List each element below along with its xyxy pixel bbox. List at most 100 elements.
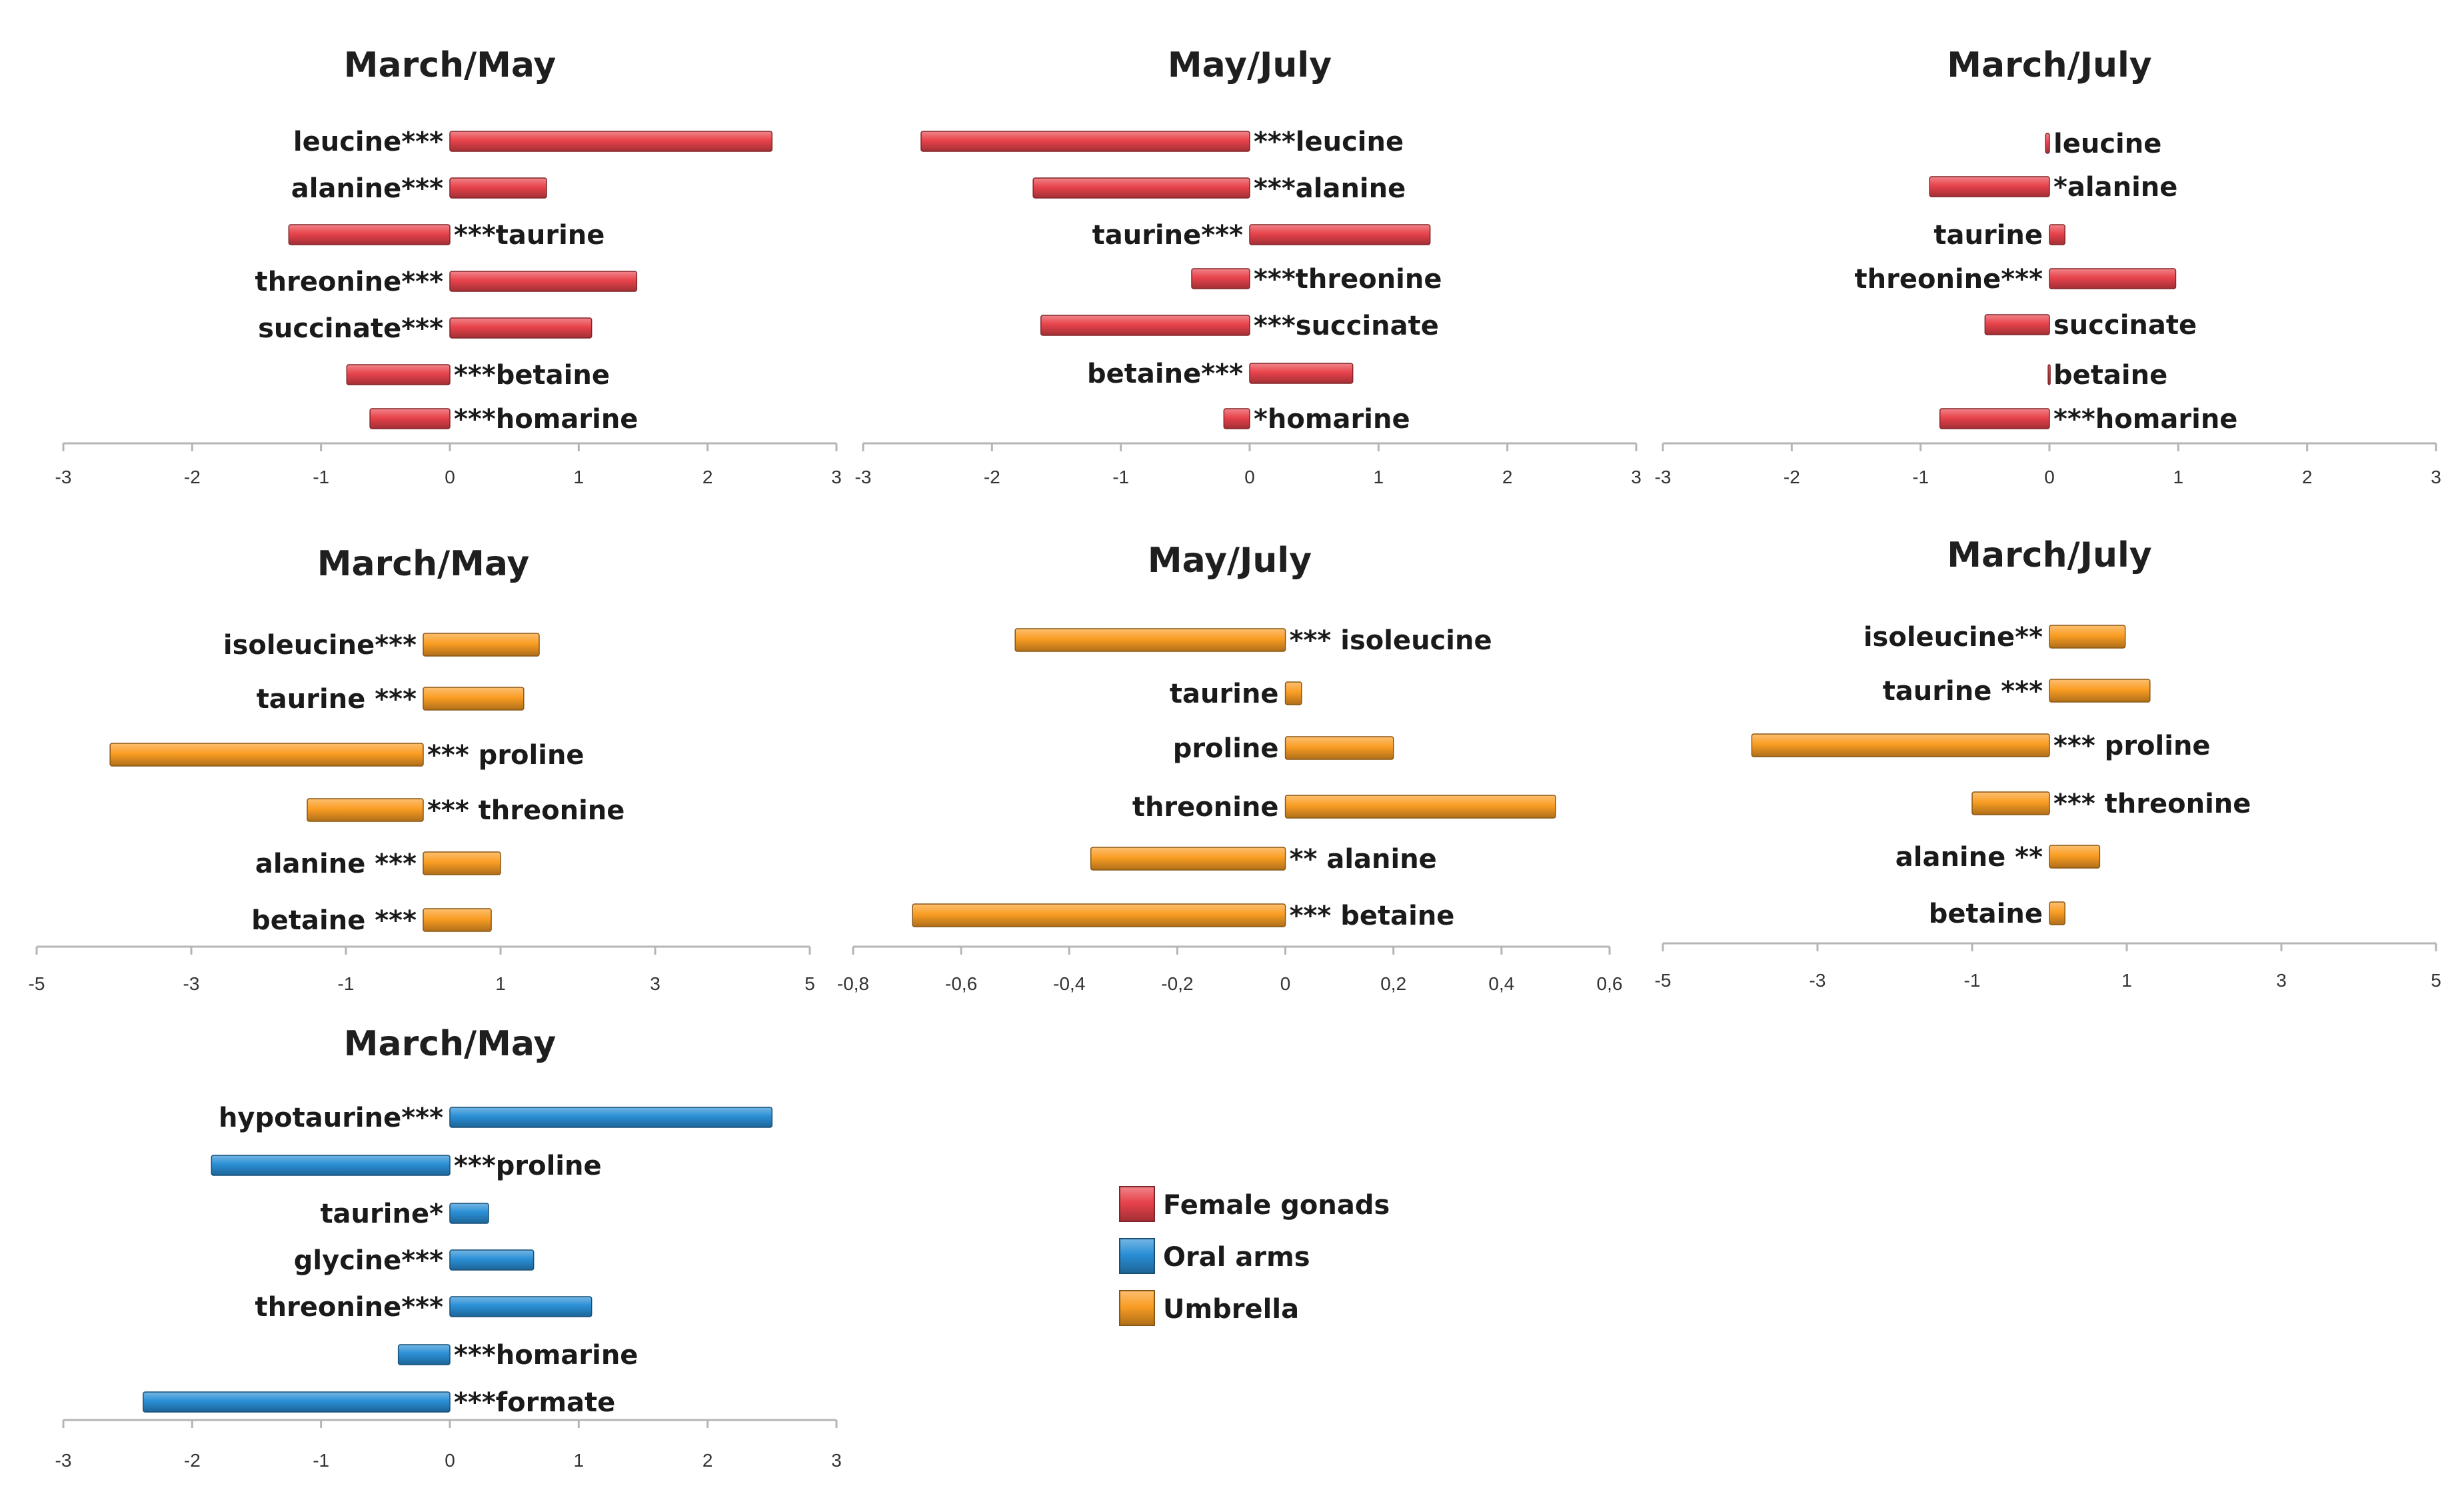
x-tick-label: -2 xyxy=(184,467,201,487)
bar-betaine xyxy=(2047,364,2051,385)
legend-label: Oral arms xyxy=(1163,1242,1310,1273)
x-tick-label: 2 xyxy=(702,467,713,487)
bar-alanine xyxy=(1929,176,2050,197)
x-tick-label: 3 xyxy=(2431,467,2441,487)
category-label: threonine xyxy=(1132,792,1279,823)
category-label: succinate xyxy=(2053,310,2197,341)
chart-title: May/July xyxy=(1148,541,1312,581)
bar-threonine xyxy=(2049,268,2177,289)
category-label: ** alanine xyxy=(1290,844,1437,875)
category-label: betaine xyxy=(2053,360,2167,391)
x-tick-label: 2 xyxy=(702,1450,713,1471)
x-tick-label: 5 xyxy=(804,973,815,994)
category-label: isoleucine*** xyxy=(223,630,417,661)
category-label: betaine*** xyxy=(1087,359,1243,389)
category-label: ***betaine xyxy=(454,360,610,391)
x-tick-label: 2 xyxy=(1502,467,1513,487)
category-label: isoleucine** xyxy=(1863,622,2043,653)
x-tick-label: -1 xyxy=(313,467,329,487)
x-tick-label: 0,4 xyxy=(1488,973,1514,994)
chart-title: March/July xyxy=(1947,45,2151,85)
category-label: ***taurine xyxy=(454,220,605,251)
bar-isoleucine xyxy=(1014,628,1286,652)
x-tick-label: -5 xyxy=(29,973,45,994)
bar-betaine xyxy=(912,903,1286,927)
x-tick-label: 0 xyxy=(445,1450,455,1471)
chart-title: March/May xyxy=(344,45,556,85)
bar-alanine xyxy=(1090,847,1286,871)
bar-glycine xyxy=(449,1249,535,1271)
x-tick-label: -1 xyxy=(1964,970,1981,991)
legend-label: Female gonads xyxy=(1163,1190,1390,1221)
bar-threonine xyxy=(1191,268,1250,289)
chart-title: March/May xyxy=(317,544,529,584)
x-tick-label: -1 xyxy=(313,1450,329,1471)
category-label: betaine xyxy=(1929,899,2043,929)
legend-swatch xyxy=(1119,1186,1155,1222)
category-label: ***formate xyxy=(454,1387,615,1418)
category-label: threonine*** xyxy=(255,267,444,297)
bar-homarine xyxy=(1223,408,1250,429)
bar-isoleucine xyxy=(423,633,540,657)
chart-panel-6: March/July -5 -3 -1 1 3 5 isoleucine** taurine *… xyxy=(1655,535,2441,991)
chart-panel-3: March/July -3 -2 -1 0 1 2 3 leucine *alanine tauri… xyxy=(1655,45,2441,487)
chart-panel-4: March/May -5 -3 -1 1 3 5 isoleucine*** taurine *… xyxy=(29,544,815,994)
x-tick-label: 0 xyxy=(1280,973,1291,994)
chart-title: March/July xyxy=(1947,535,2151,575)
x-tick-label: -3 xyxy=(55,467,72,487)
x-tick-label: -3 xyxy=(1810,970,1826,991)
category-label: ***leucine xyxy=(1254,127,1404,157)
chart-title: May/July xyxy=(1168,45,1332,85)
x-tick-label: 0,6 xyxy=(1597,973,1623,994)
category-label: taurine xyxy=(1933,220,2043,251)
bar-formate xyxy=(143,1391,451,1413)
x-tick-label: -5 xyxy=(1655,970,1672,991)
bar-threonine xyxy=(449,271,638,292)
bar-alanine xyxy=(1032,177,1250,199)
category-label: ***threonine xyxy=(1254,264,1442,295)
x-tick-label: 0,2 xyxy=(1380,973,1406,994)
category-label: taurine *** xyxy=(257,684,417,715)
x-tick-label: 0 xyxy=(445,467,455,487)
bar-succinate xyxy=(1040,315,1250,336)
category-label: *** betaine xyxy=(1290,901,1455,931)
chart-title: March/May xyxy=(344,1024,556,1064)
category-label: leucine*** xyxy=(293,127,443,157)
bar-alanine xyxy=(423,851,501,875)
bar-hypotaurine xyxy=(449,1107,773,1128)
x-tick-label: 3 xyxy=(2276,970,2287,991)
bar-leucine xyxy=(449,131,773,152)
bar-succinate xyxy=(449,317,593,339)
chart-panel-2: May/July -3 -2 -1 0 1 2 3 ***leucine ***alanine ta… xyxy=(855,45,1642,487)
bar-taurine xyxy=(1284,681,1302,705)
bar-leucine xyxy=(920,131,1250,152)
category-label: proline xyxy=(1173,733,1279,764)
x-tick-label: -3 xyxy=(1655,467,1672,487)
category-label: taurine xyxy=(1170,679,1279,709)
bar-betaine xyxy=(346,364,451,385)
bar-proline xyxy=(1284,736,1394,760)
bar-betaine xyxy=(1249,363,1354,384)
category-label: *** threonine xyxy=(2053,789,2251,819)
legend: Female gonads Oral arms Umbrella xyxy=(1119,1186,1390,1326)
legend-swatch xyxy=(1119,1290,1155,1326)
bar-taurine xyxy=(423,687,525,711)
bar-betaine xyxy=(2049,901,2065,925)
category-label: ***alanine xyxy=(1254,173,1406,204)
bar-homarine xyxy=(397,1344,451,1365)
x-tick-label: 1 xyxy=(495,973,506,994)
x-tick-label: -3 xyxy=(855,467,872,487)
bar-proline xyxy=(109,743,424,767)
bar-succinate xyxy=(1984,314,2050,335)
bar-taurine xyxy=(449,1203,489,1224)
category-label: ***homarine xyxy=(2053,404,2237,435)
x-tick-label: 3 xyxy=(831,467,842,487)
category-label: ***homarine xyxy=(454,1340,638,1371)
x-tick-label: 1 xyxy=(574,467,585,487)
x-tick-label: 1 xyxy=(2121,970,2132,991)
bar-betaine xyxy=(423,908,492,932)
x-tick-label: -3 xyxy=(55,1450,72,1471)
category-label: taurine*** xyxy=(1092,220,1243,251)
category-label: taurine* xyxy=(320,1199,443,1229)
